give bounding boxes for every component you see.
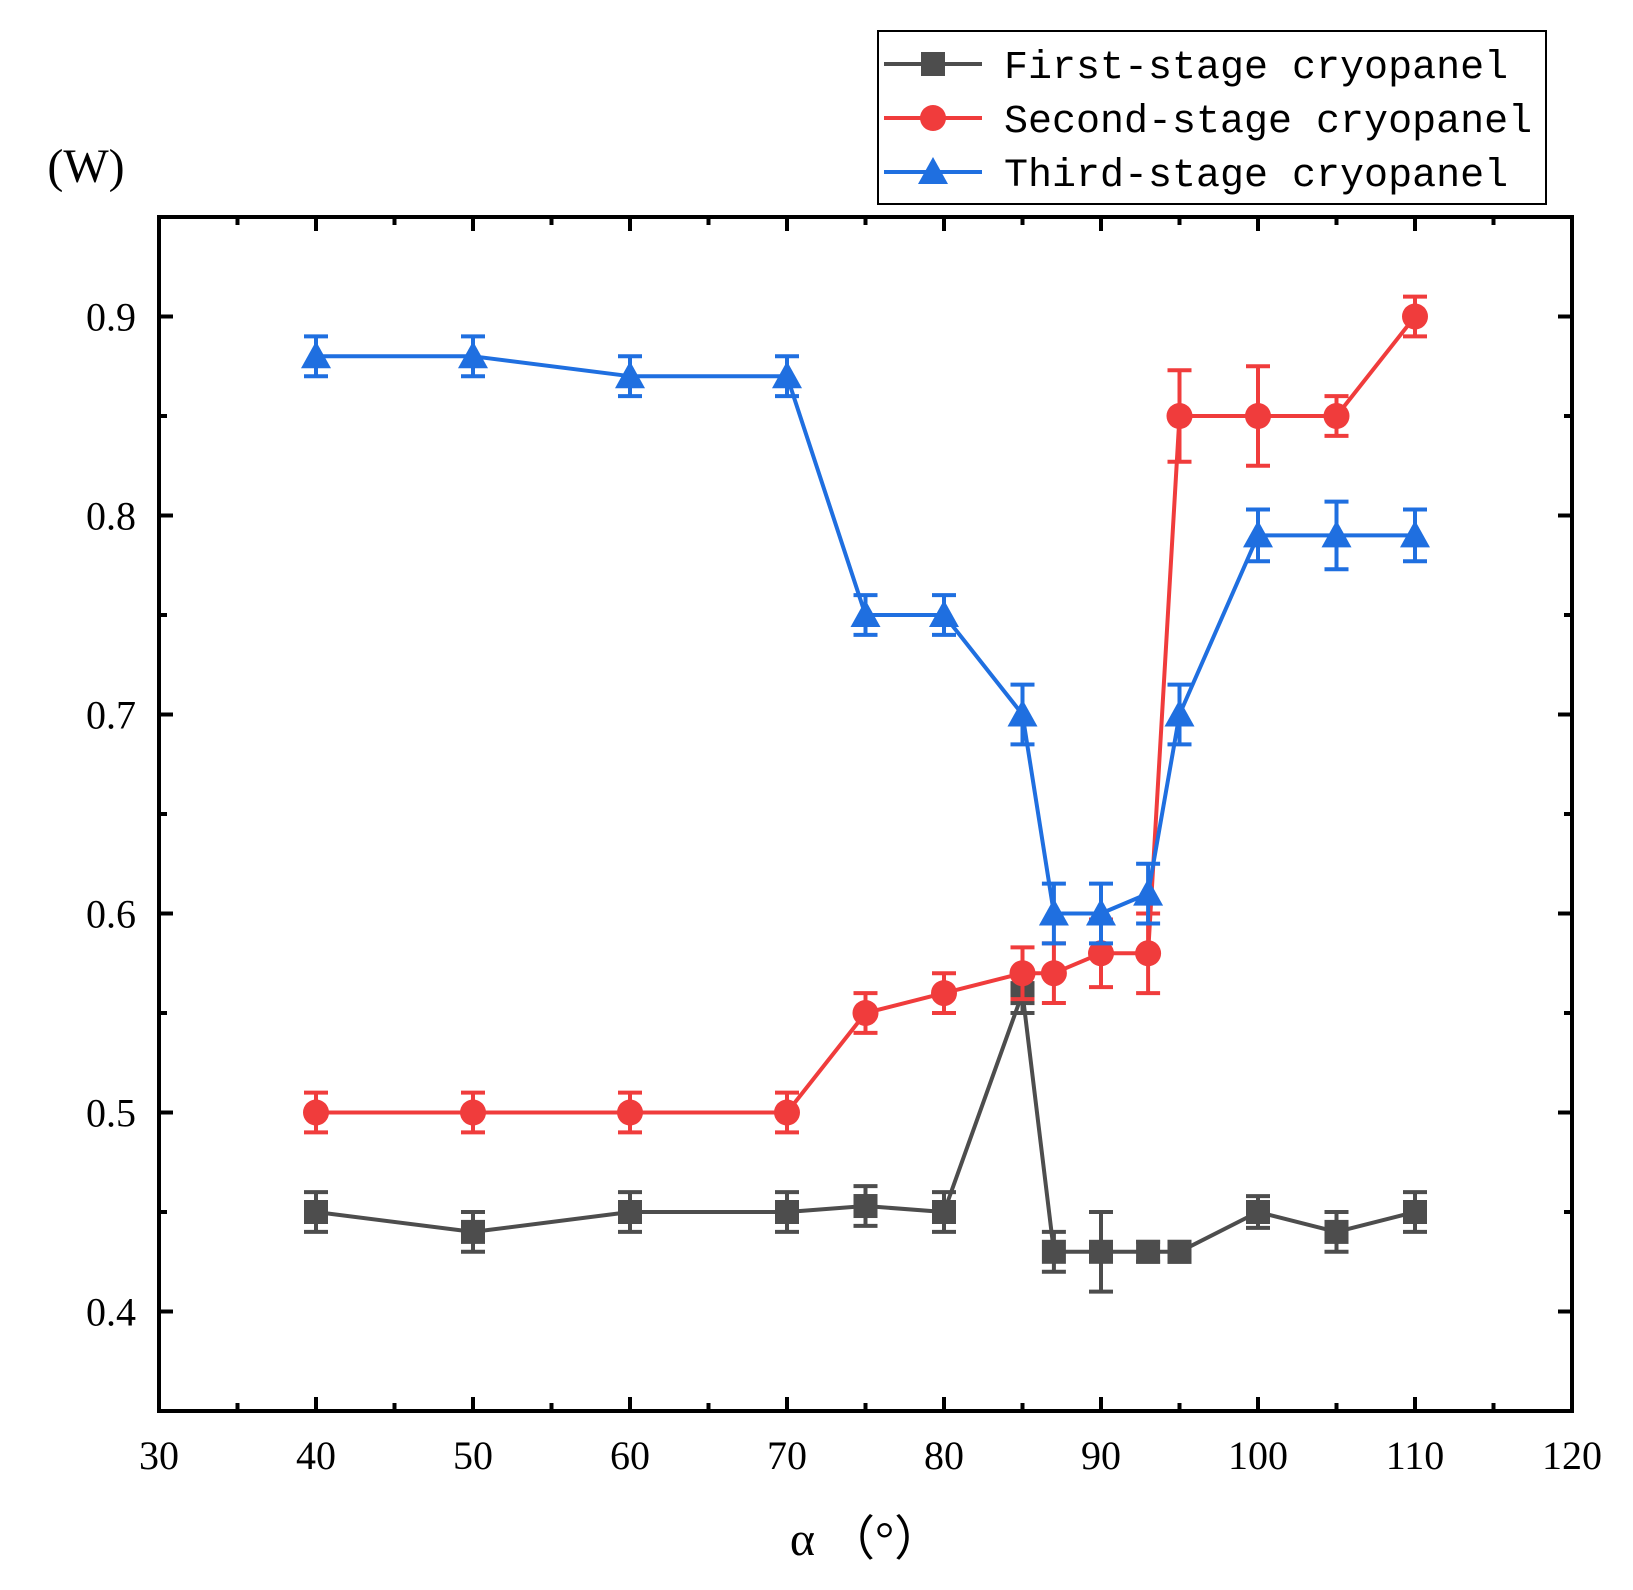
data-point [1009, 960, 1036, 987]
data-point [301, 341, 331, 369]
data-point [1167, 1239, 1192, 1264]
x-tick-label: 30 [139, 1433, 179, 1478]
data-point [932, 1200, 956, 1224]
legend-label: Second-stage cryopanel [1004, 100, 1532, 145]
data-point [853, 1194, 878, 1219]
x-tick-label: 50 [453, 1433, 493, 1478]
data-point [772, 361, 802, 389]
data-point [850, 600, 881, 627]
x-axis: 30 40 50 60 70 80 90 100 110 120 [139, 217, 1602, 1478]
x-tick-label: 70 [767, 1433, 807, 1478]
legend-swatch-marker [921, 52, 945, 76]
y-axis: 0.4 0.5 0.6 0.7 0.8 0.9 [86, 295, 1572, 1413]
data-point [461, 1219, 485, 1244]
data-point [618, 1200, 642, 1224]
data-point [458, 341, 488, 369]
data-point [929, 600, 959, 627]
data-point [1007, 699, 1038, 727]
data-point [1136, 1239, 1161, 1264]
data-point [303, 1099, 329, 1126]
data-point [1323, 403, 1350, 429]
data-point [1402, 303, 1428, 330]
data-point [615, 361, 645, 389]
x-tick-label: 40 [296, 1433, 336, 1478]
y-tick-label: 0.9 [86, 295, 136, 340]
legend-label: Third-stage cryopanel [1004, 154, 1508, 199]
data-point [1086, 898, 1116, 926]
data-point [1041, 1239, 1066, 1264]
legend-swatch-marker [920, 105, 946, 131]
x-tick-label: 120 [1542, 1433, 1602, 1478]
data-point [1324, 1219, 1349, 1244]
data-point [1088, 940, 1114, 967]
data-point [1089, 1239, 1113, 1264]
data-point [1400, 520, 1430, 548]
x-tick-label: 110 [1386, 1433, 1445, 1478]
data-point [1321, 520, 1352, 548]
data-point [1135, 940, 1162, 967]
data-point [1243, 520, 1273, 548]
legend: First-stage cryopanel Second-stage cryopa… [877, 30, 1547, 205]
data-point [1038, 898, 1069, 926]
x-tick-label: 80 [924, 1433, 964, 1478]
series-2 [303, 294, 1428, 1135]
data-point [617, 1099, 643, 1126]
series-3 [301, 334, 1430, 946]
y-tick-label: 0.6 [86, 892, 136, 937]
x-tick-label: 60 [610, 1433, 650, 1478]
y-tick-label: 0.8 [86, 494, 136, 539]
legend-swatch-marker [918, 157, 948, 184]
y-tick-label: 0.4 [86, 1290, 136, 1335]
data-point [1164, 699, 1195, 727]
data-point [774, 1099, 800, 1126]
x-axis-title: α （°） [790, 1513, 942, 1566]
series-line [315, 991, 1416, 1254]
data-point [1246, 1200, 1270, 1224]
data-point [1040, 960, 1067, 987]
legend-entry: Second-stage cryopanel [884, 100, 1532, 145]
legend-box [877, 30, 1547, 205]
legend-entry: Third-stage cryopanel [884, 154, 1508, 199]
series-line [316, 315, 1417, 1115]
series-layer [301, 294, 1430, 1294]
data-point [852, 1000, 879, 1026]
y-tick-label: 0.5 [86, 1091, 136, 1136]
plot-frame [157, 215, 1574, 1413]
legend-label: First-stage cryopanel [1004, 46, 1508, 91]
data-point [1403, 1200, 1427, 1224]
x-tick-label: 100 [1228, 1433, 1288, 1478]
data-point [1166, 403, 1193, 429]
legend-entry: First-stage cryopanel [884, 46, 1508, 91]
data-point [1133, 878, 1164, 906]
data-point [304, 1200, 328, 1224]
series-line [316, 354, 1415, 916]
y-axis-title: (W) [47, 140, 124, 193]
data-point [775, 1200, 799, 1224]
data-point [460, 1099, 486, 1126]
data-point [1245, 403, 1271, 429]
data-point [931, 980, 957, 1007]
x-tick-label: 90 [1081, 1433, 1121, 1478]
y-tick-label: 0.7 [86, 693, 136, 738]
